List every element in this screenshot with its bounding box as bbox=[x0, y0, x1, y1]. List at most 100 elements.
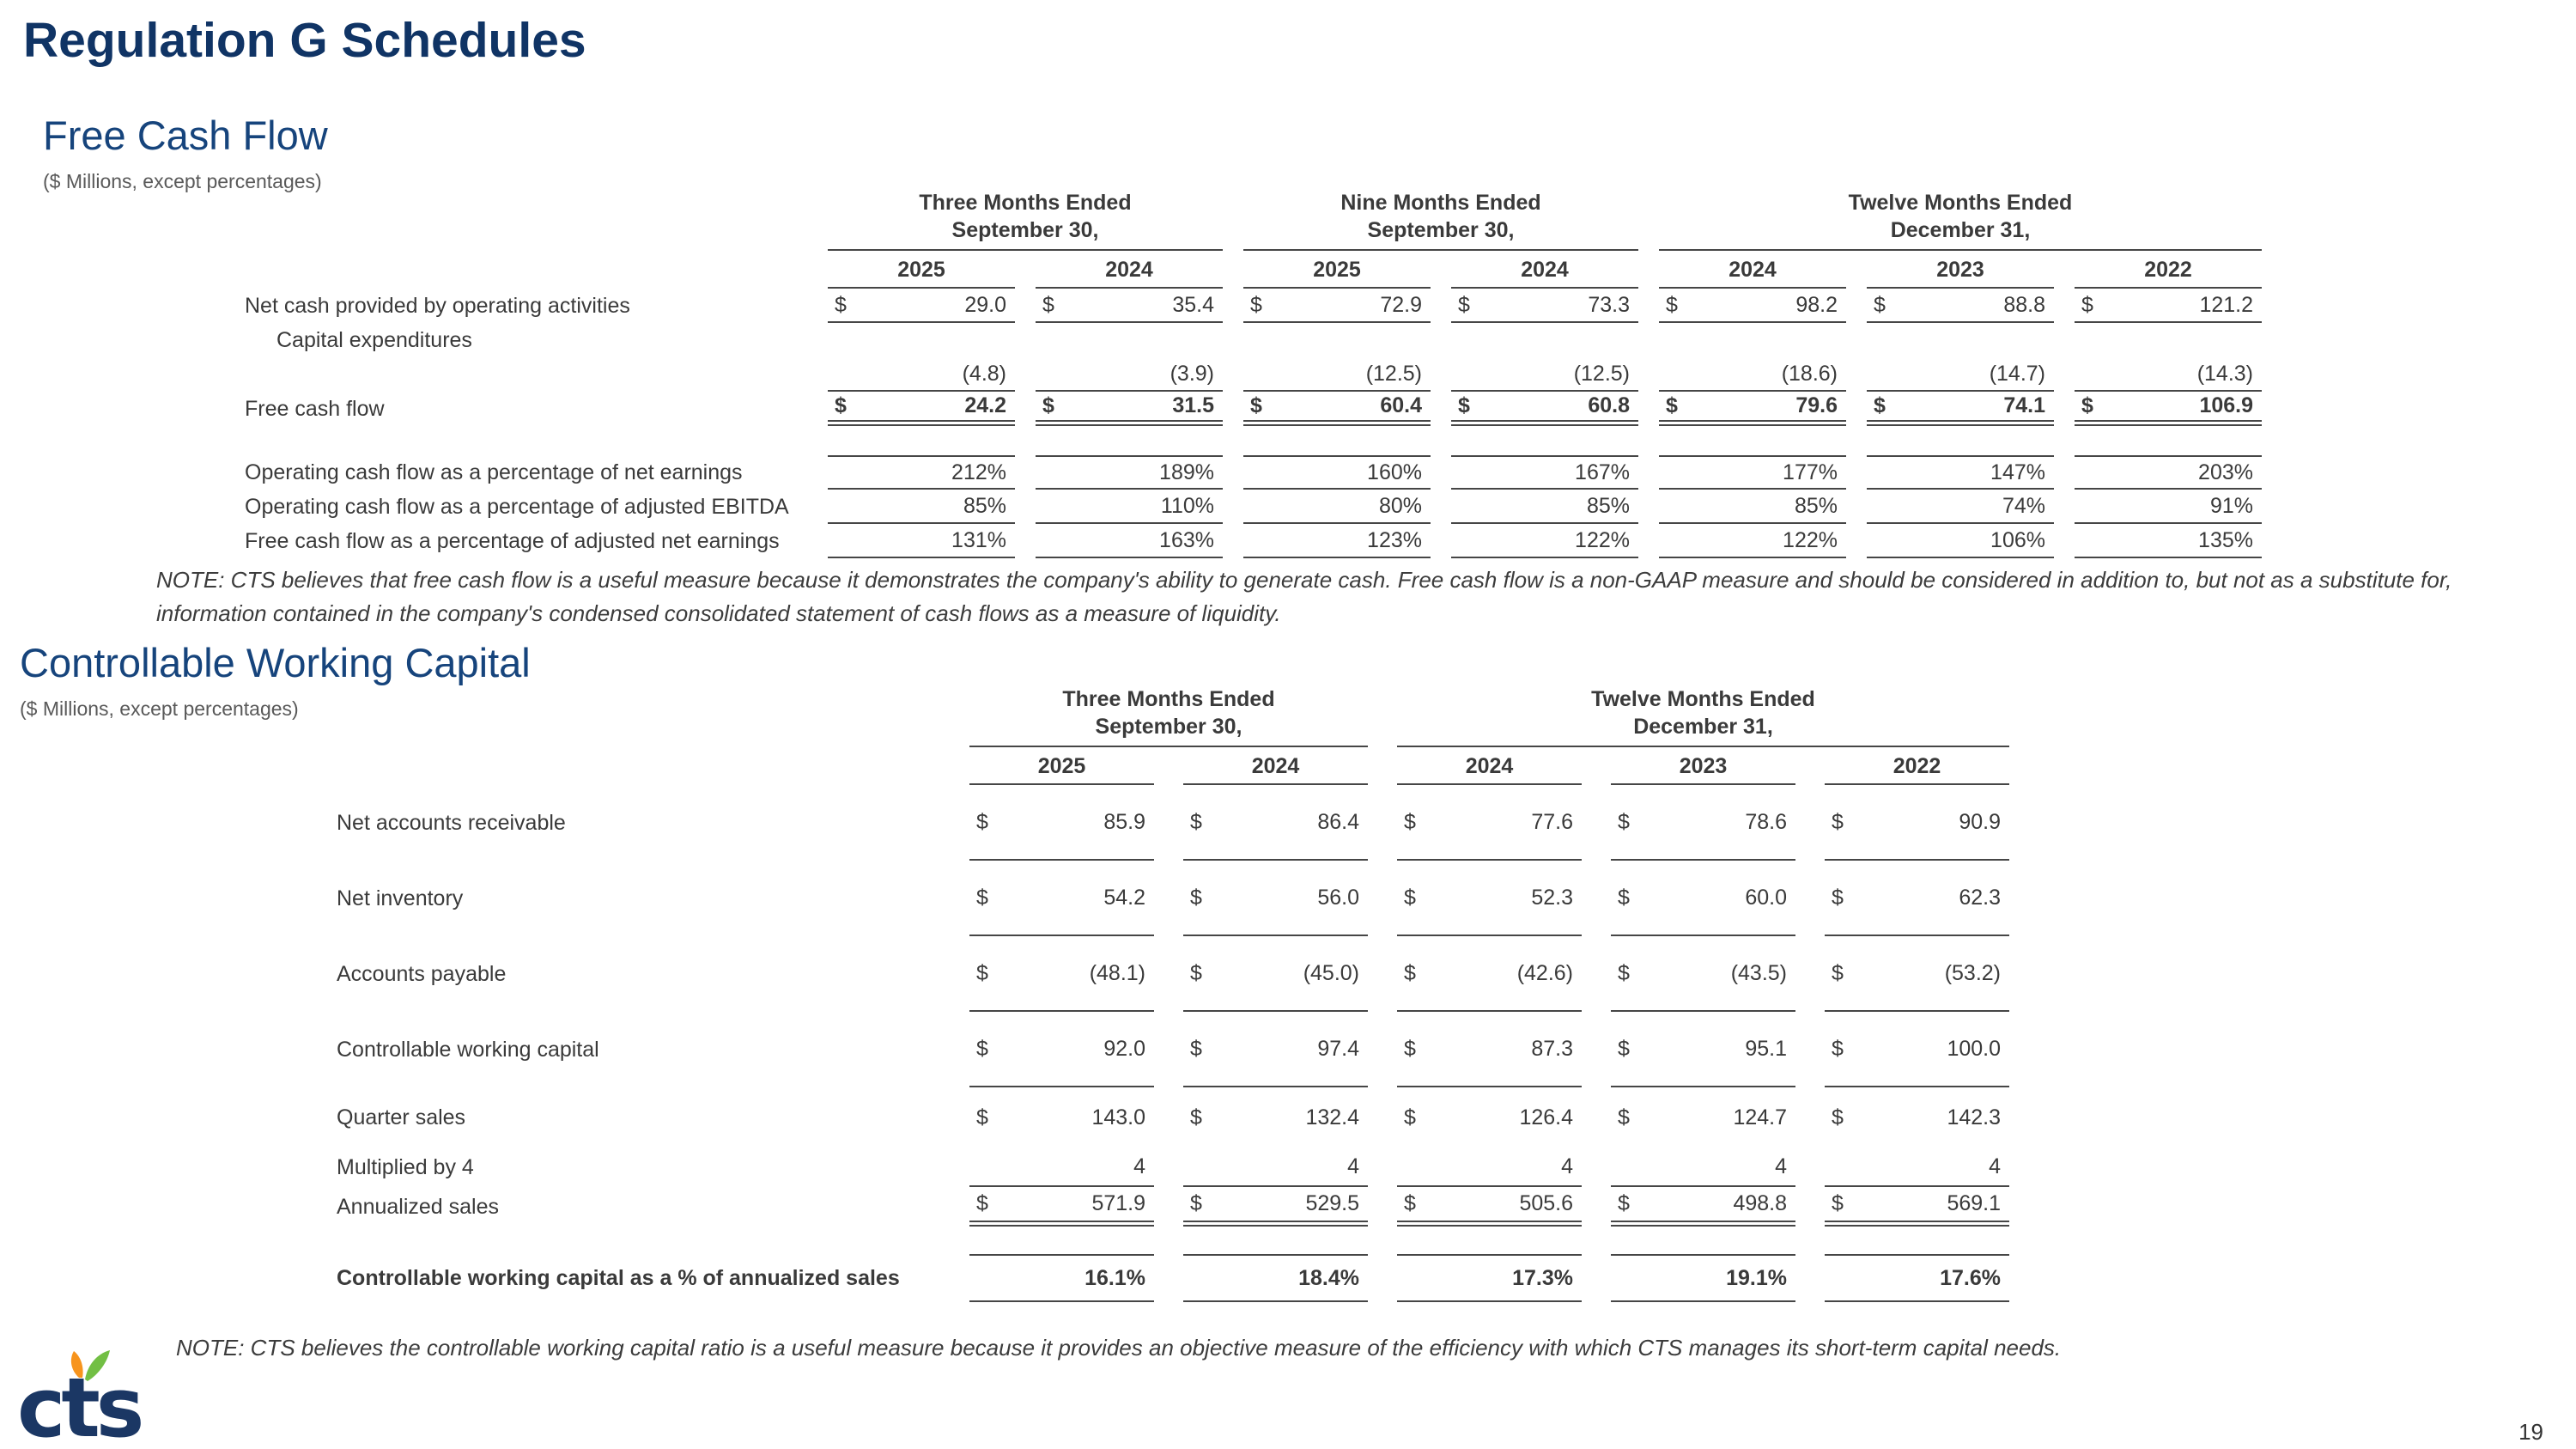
value-cell: (3.9) bbox=[1036, 357, 1223, 392]
row-label: Controllable working capital as a % of a… bbox=[337, 1265, 900, 1290]
cell-value: 106% bbox=[1990, 527, 2045, 552]
value-cell: 212% bbox=[828, 455, 1015, 490]
column-group-header: Three Months Ended September 30, bbox=[969, 680, 1368, 747]
year-header: 2022 bbox=[2075, 251, 2262, 289]
table-row: Free cash flow as a percentage of adjust… bbox=[0, 524, 2262, 558]
table-row: (4.8) (3.9) (12.5) (12.5) (18.6) (14.7) (14.3) bbox=[0, 357, 2262, 392]
value-cell: $571.9 bbox=[969, 1187, 1154, 1227]
value-cell: 122% bbox=[1451, 524, 1638, 558]
value-cell: 160% bbox=[1243, 455, 1431, 490]
cell-value: 212% bbox=[951, 460, 1006, 484]
cell-value: 60.8 bbox=[1588, 393, 1630, 417]
dollar-sign: $ bbox=[976, 1191, 988, 1215]
value-cell: 163% bbox=[1036, 524, 1223, 558]
cell-value: 203% bbox=[2198, 460, 2253, 484]
value-cell: 135% bbox=[2075, 524, 2262, 558]
cell-value: 85.9 bbox=[1103, 809, 1145, 834]
cell-value: 74% bbox=[2002, 493, 2045, 518]
value-cell: 85% bbox=[1451, 490, 1638, 524]
year-header: 2024 bbox=[1036, 251, 1223, 289]
cell-value: (18.6) bbox=[1781, 361, 1838, 386]
dollar-sign: $ bbox=[1618, 1191, 1630, 1215]
value-cell: 17.3% bbox=[1397, 1254, 1582, 1302]
dollar-sign: $ bbox=[1190, 1036, 1202, 1061]
cell-value: 160% bbox=[1367, 460, 1422, 484]
row-label bbox=[0, 357, 807, 392]
value-cell: (12.5) bbox=[1243, 357, 1431, 392]
value-cell: $529.5 bbox=[1183, 1187, 1368, 1227]
year-header: 2025 bbox=[1243, 251, 1431, 289]
cell-value: 54.2 bbox=[1103, 885, 1145, 910]
cell-value: 78.6 bbox=[1745, 809, 1787, 834]
value-cell: $86.4 bbox=[1183, 785, 1368, 861]
cell-value: 29.0 bbox=[964, 292, 1006, 317]
cell-value: 60.0 bbox=[1745, 885, 1787, 910]
value-cell: 85% bbox=[828, 490, 1015, 524]
value-cell: $60.8 bbox=[1451, 392, 1638, 426]
table-row: Annualized sales $571.9 $529.5 $505.6 $498.8… bbox=[0, 1187, 2009, 1227]
spacer-cell bbox=[0, 184, 807, 251]
value-cell: $121.2 bbox=[2075, 289, 2262, 323]
value-cell: $90.9 bbox=[1825, 785, 2009, 861]
value-cell: 16.1% bbox=[969, 1254, 1154, 1302]
cell-value: 505.6 bbox=[1519, 1191, 1573, 1215]
cell-value: 91% bbox=[2209, 493, 2253, 518]
cell-value: 73.3 bbox=[1588, 292, 1630, 317]
cell-value: 124.7 bbox=[1733, 1105, 1787, 1129]
cell-value: (43.5) bbox=[1730, 960, 1787, 985]
table-header-row: Three Months Ended September 30, Nine Mon… bbox=[0, 184, 2262, 251]
value-cell: $97.4 bbox=[1183, 1012, 1368, 1087]
value-cell: 80% bbox=[1243, 490, 1431, 524]
table-row bbox=[0, 1227, 2009, 1254]
cell-value: 123% bbox=[1367, 527, 1422, 552]
cell-value: 79.6 bbox=[1795, 393, 1838, 417]
dollar-sign: $ bbox=[1874, 393, 1886, 417]
cell-value: 35.4 bbox=[1172, 292, 1214, 317]
controllable-working-capital-note: NOTE: CTS believes the controllable work… bbox=[176, 1335, 2062, 1361]
table-row: Operating cash flow as a percentage of a… bbox=[0, 490, 2262, 524]
cell-value: 571.9 bbox=[1091, 1191, 1145, 1215]
dollar-sign: $ bbox=[1832, 885, 1844, 910]
value-cell: $73.3 bbox=[1451, 289, 1638, 323]
value-cell: $54.2 bbox=[969, 861, 1154, 936]
value-cell: $62.3 bbox=[1825, 861, 2009, 936]
dollar-sign: $ bbox=[1618, 809, 1630, 834]
dollar-sign: $ bbox=[1190, 885, 1202, 910]
year-header: 2024 bbox=[1183, 747, 1368, 785]
value-cell: $ (42.6) bbox=[1397, 936, 1582, 1012]
row-label: Multiplied by 4 bbox=[337, 1154, 474, 1179]
dollar-sign: $ bbox=[1618, 960, 1630, 985]
cell-value: 72.9 bbox=[1380, 292, 1422, 317]
dollar-sign: $ bbox=[1190, 960, 1202, 985]
dollar-sign: $ bbox=[976, 1105, 988, 1129]
cell-value: 95.1 bbox=[1745, 1036, 1787, 1061]
value-cell: 85% bbox=[1659, 490, 1846, 524]
value-cell: $498.8 bbox=[1611, 1187, 1795, 1227]
cell-value: 147% bbox=[1990, 460, 2045, 484]
dollar-sign: $ bbox=[1618, 1105, 1630, 1129]
value-cell: $569.1 bbox=[1825, 1187, 2009, 1227]
table-header-row: Three Months Ended September 30, Twelve M… bbox=[0, 680, 2009, 747]
cell-value: 498.8 bbox=[1733, 1191, 1787, 1215]
free-cash-flow-units-label: ($ Millions, except percentages) bbox=[43, 170, 322, 192]
value-cell: 4 bbox=[1825, 1148, 2009, 1187]
value-cell: $29.0 bbox=[828, 289, 1015, 323]
spacer-cell bbox=[0, 747, 940, 785]
dollar-sign: $ bbox=[1458, 292, 1470, 317]
value-cell: 203% bbox=[2075, 455, 2262, 490]
year-header: 2022 bbox=[1825, 747, 2009, 785]
cell-value: 85% bbox=[1794, 493, 1838, 518]
dollar-sign: $ bbox=[1874, 292, 1886, 317]
dollar-sign: $ bbox=[1618, 1036, 1630, 1061]
cell-value: 24.2 bbox=[964, 393, 1006, 417]
dollar-sign: $ bbox=[1404, 1191, 1416, 1215]
cell-value: 16.1% bbox=[1084, 1265, 1145, 1290]
table-row: Controllable working capital as a % of a… bbox=[0, 1254, 2009, 1302]
free-cash-flow-table: Three Months Ended September 30, Nine Mon… bbox=[0, 184, 2262, 558]
cell-value: (4.8) bbox=[962, 361, 1006, 386]
dollar-sign: $ bbox=[2081, 292, 2093, 317]
value-cell: $143.0 bbox=[969, 1087, 1154, 1148]
cell-value: (12.5) bbox=[1365, 361, 1422, 386]
section-heading-free-cash-flow: Free Cash Flow bbox=[43, 113, 328, 158]
value-cell: $35.4 bbox=[1036, 289, 1223, 323]
